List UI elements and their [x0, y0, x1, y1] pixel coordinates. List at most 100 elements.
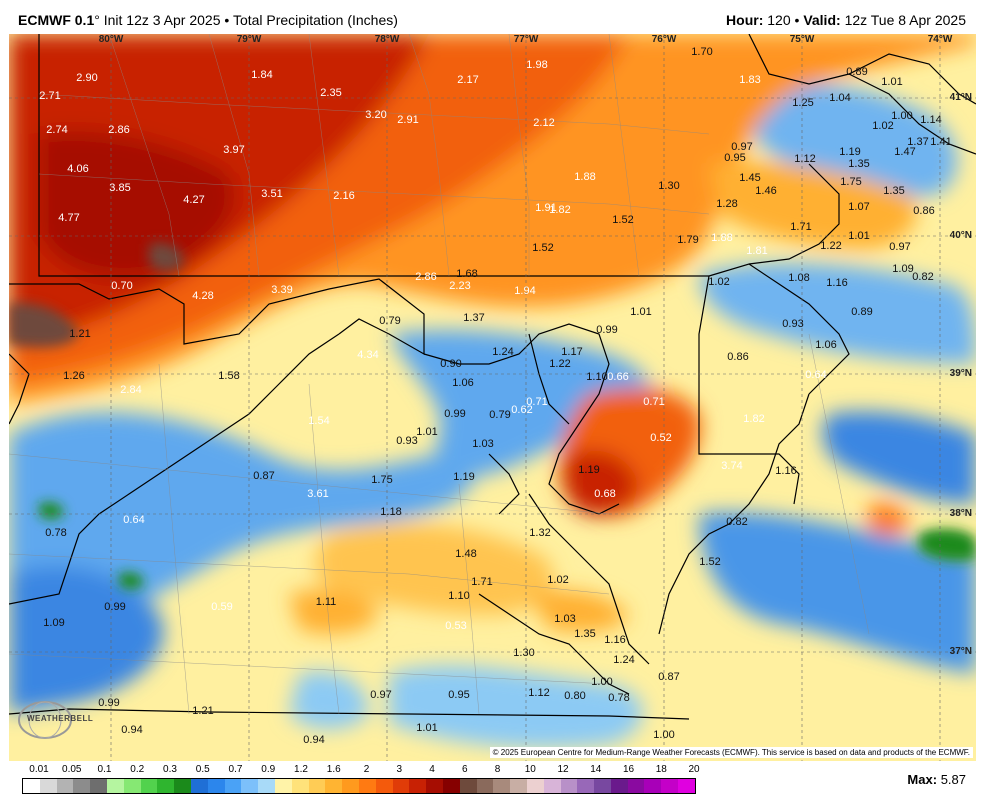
precip-value-label: 3.85 [109, 182, 131, 194]
precip-value-label: 1.30 [513, 647, 535, 659]
precip-value-label: 4.28 [192, 290, 214, 302]
legend-tick-label: 14 [590, 764, 602, 775]
precip-value-label: 4.77 [58, 212, 80, 224]
precip-value-label: 0.97 [731, 141, 753, 153]
precip-value-label: 1.82 [549, 204, 571, 216]
precip-value-label: 0.53 [445, 620, 467, 632]
legend-swatch [291, 779, 309, 793]
precip-value-label: 2.74 [46, 124, 68, 136]
precip-value-label: 1.18 [380, 506, 402, 518]
legend-swatch [358, 779, 376, 793]
precip-value-label: 0.66 [607, 371, 629, 383]
precip-value-label: 0.71 [526, 396, 548, 408]
legend-tick-label: 16 [622, 764, 635, 775]
precip-value-label: 0.86 [913, 205, 935, 217]
latitude-label: 39°N [949, 368, 972, 379]
precip-value-label: 2.90 [76, 72, 98, 84]
precip-value-label: 1.26 [63, 370, 85, 382]
precip-value-label: 1.16 [775, 465, 797, 477]
precip-value-label: 1.24 [613, 654, 635, 666]
map-title: ECMWF 0.1° Init 12z 3 Apr 2025 • Total P… [18, 12, 398, 28]
precip-value-label: 1.47 [894, 146, 916, 158]
precip-value-label: 0.99 [596, 324, 618, 336]
legend-swatch [510, 779, 527, 793]
precip-value-label: 1.19 [578, 464, 600, 476]
precip-value-label: 1.02 [872, 120, 894, 132]
precip-value-label: 3.20 [365, 109, 387, 121]
precip-value-label: 2.12 [533, 117, 555, 129]
precip-value-label: 0.87 [253, 470, 275, 482]
precip-value-label: 1.91 [535, 202, 557, 214]
precip-value-label: 1.22 [820, 240, 842, 252]
legend-swatch [174, 779, 191, 793]
max-number: 5.87 [940, 772, 966, 787]
precip-value-label: 1.00 [591, 676, 613, 688]
precip-value-label: 2.71 [39, 90, 61, 102]
legend-color-bar [22, 778, 696, 794]
precip-value-label: 0.97 [889, 241, 911, 253]
precip-value-label: 0.94 [303, 734, 325, 746]
precip-value-label: 1.70 [691, 46, 713, 58]
state-borders [9, 34, 976, 720]
precip-value-label: 1.84 [251, 69, 273, 81]
precip-value-label: 1.14 [920, 114, 942, 126]
precip-value-label: 3.51 [261, 188, 283, 200]
precip-value-label: 0.93 [396, 435, 418, 447]
precip-value-label: 0.64 [805, 369, 827, 381]
legend-tick-label: 12 [557, 764, 569, 775]
precip-value-label: 1.30 [658, 180, 680, 192]
precip-value-label: 1.88 [574, 171, 596, 183]
legend-tick-label: 0.2 [130, 764, 145, 775]
legend-swatch [207, 779, 225, 793]
hour-value: 120 [767, 12, 791, 28]
legend-tick-label: 10 [524, 764, 536, 775]
legend-swatch [661, 779, 679, 793]
max-value: Max: 5.87 [907, 772, 966, 787]
precip-value-label: 1.10 [448, 590, 470, 602]
precip-value-label: 0.80 [564, 690, 586, 702]
precip-value-label: 1.35 [883, 185, 905, 197]
precip-value-label: 1.17 [561, 346, 583, 358]
precip-value-label: 1.24 [492, 346, 514, 358]
precip-value-label: 1.10 [586, 371, 608, 383]
precip-value-label: 1.06 [815, 339, 837, 351]
precip-value-label: 1.21 [69, 328, 91, 340]
legend-swatch [678, 779, 695, 793]
precip-value-label: 1.75 [840, 176, 862, 188]
precip-value-label: 1.81 [746, 245, 768, 257]
longitude-label: 80°W [98, 34, 124, 45]
precip-value-label: 0.62 [511, 404, 533, 416]
precip-value-label: 1.35 [574, 628, 596, 640]
precip-value-label: 0.71 [643, 396, 665, 408]
precip-value-label: 2.23 [449, 280, 471, 292]
precip-value-label: 0.99 [104, 601, 126, 613]
precip-value-label: 4.34 [357, 349, 379, 361]
precip-value-label: 0.89 [851, 306, 873, 318]
precip-value-label: 2.16 [333, 190, 355, 202]
precip-value-label: 1.01 [881, 76, 903, 88]
precip-value-label: 1.11 [315, 596, 337, 608]
precip-value-label: 1.09 [892, 263, 914, 275]
precip-value-label: 1.21 [192, 705, 214, 717]
legend-swatch [90, 779, 107, 793]
precipitation-map[interactable]: 80°W 79°W 78°W 77°W 76°W 75°W 74°W 41°N 40°N 39°… [9, 34, 976, 761]
legend-tick-label: 18 [655, 764, 667, 775]
legend-swatch [594, 779, 611, 793]
precip-value-label: 1.88 [711, 232, 733, 244]
precip-value-label: 0.82 [726, 516, 748, 528]
legend-swatch [560, 779, 578, 793]
precip-value-label: 2.35 [320, 87, 342, 99]
precip-value-label: 1.16 [826, 277, 848, 289]
legend-swatch [190, 779, 208, 793]
valid-info: Hour: 120 • Valid: 12z Tue 8 Apr 2025 [726, 12, 966, 28]
legend-swatch [392, 779, 410, 793]
precip-value-label: 1.08 [788, 272, 810, 284]
latitude-label: 41°N [949, 92, 972, 103]
precip-value-label: 1.01 [416, 722, 438, 734]
precip-value-label: 1.19 [839, 146, 861, 158]
max-label: Max [907, 772, 933, 787]
precip-value-label: 1.52 [532, 242, 554, 254]
legend-swatch [73, 779, 91, 793]
precip-value-label: 1.03 [554, 613, 576, 625]
precip-value-label: 1.52 [699, 556, 721, 568]
